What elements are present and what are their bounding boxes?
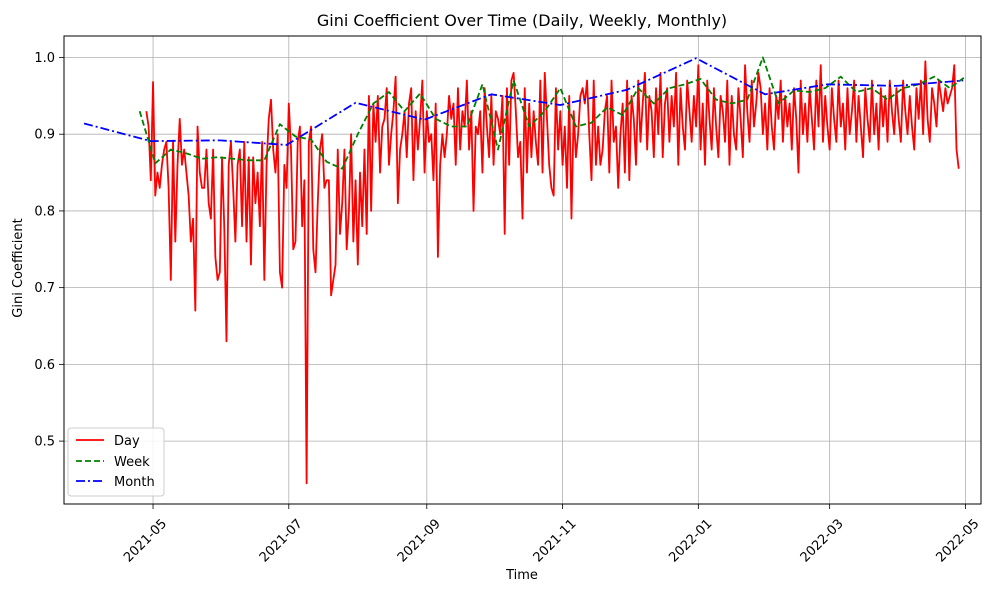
y-tick-label: 0.9 bbox=[34, 128, 55, 143]
y-tick-label: 1.0 bbox=[34, 51, 55, 66]
legend-month-label: Month bbox=[114, 475, 155, 490]
week-series-line bbox=[138, 56, 966, 170]
y-tick-label: 0.5 bbox=[34, 435, 55, 450]
y-axis-ticks: 0.5 0.6 0.7 0.8 0.9 1.0 bbox=[34, 51, 64, 450]
legend-week-label: Week bbox=[114, 455, 150, 470]
legend: Day Week Month bbox=[67, 427, 165, 497]
month-series-line bbox=[83, 57, 964, 146]
x-axis-label: Time bbox=[505, 568, 538, 583]
day-series-line bbox=[145, 60, 960, 485]
y-axis-label: Gini Coefficient bbox=[11, 218, 26, 317]
y-tick-label: 0.7 bbox=[34, 281, 55, 296]
y-tick-label: 0.6 bbox=[34, 358, 55, 373]
y-tick-label: 0.8 bbox=[34, 204, 55, 219]
series-lines bbox=[83, 56, 966, 485]
grid bbox=[64, 36, 981, 504]
plot-frame bbox=[63, 35, 982, 505]
legend-day-label: Day bbox=[114, 434, 140, 449]
chart-title: Gini Coefficient Over Time (Daily, Weekl… bbox=[317, 11, 727, 30]
legend-box bbox=[67, 427, 165, 497]
